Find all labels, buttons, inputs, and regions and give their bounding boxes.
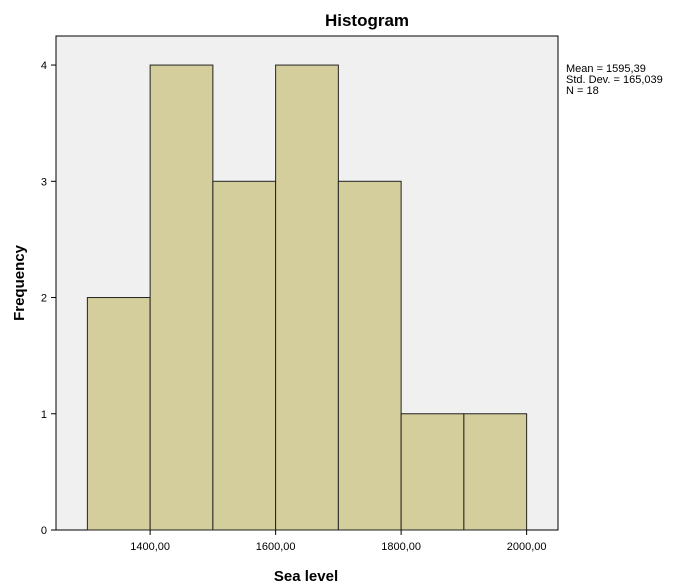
stats-n: N = 18 [566, 85, 599, 97]
histogram-bar-5 [337, 180, 402, 531]
histogram-bar-3 [212, 180, 277, 531]
y-tick-label: 0 [41, 525, 47, 537]
y-tick-label: 3 [41, 176, 47, 188]
histogram-bar-7 [463, 413, 528, 531]
y-tick-label: 4 [41, 60, 47, 72]
histogram-bar-6 [400, 413, 465, 531]
x-tick-label: 2000,00 [507, 541, 547, 553]
histogram-bar-1 [86, 297, 151, 531]
axes-group: 0 1 2 3 4 1400,00 1600,00 1800,00 2000,00 [41, 60, 547, 553]
y-axis-title: Frequency [11, 244, 28, 321]
histogram-bar-2 [149, 64, 214, 531]
x-axis-title: Sea level [274, 568, 338, 585]
y-tick-label: 2 [41, 293, 47, 305]
y-tick-label: 1 [41, 409, 47, 421]
x-tick-label: 1800,00 [381, 541, 421, 553]
bars-group [86, 64, 528, 531]
x-tick-label: 1600,00 [256, 541, 296, 553]
chart-title: Histogram [325, 11, 409, 30]
x-tick-label: 1400,00 [130, 541, 170, 553]
stats-std-dev: Std. Dev. = 165,039 [566, 74, 663, 86]
stats-mean: Mean = 1595,39 [566, 63, 646, 75]
histogram-bar-4 [275, 64, 339, 531]
